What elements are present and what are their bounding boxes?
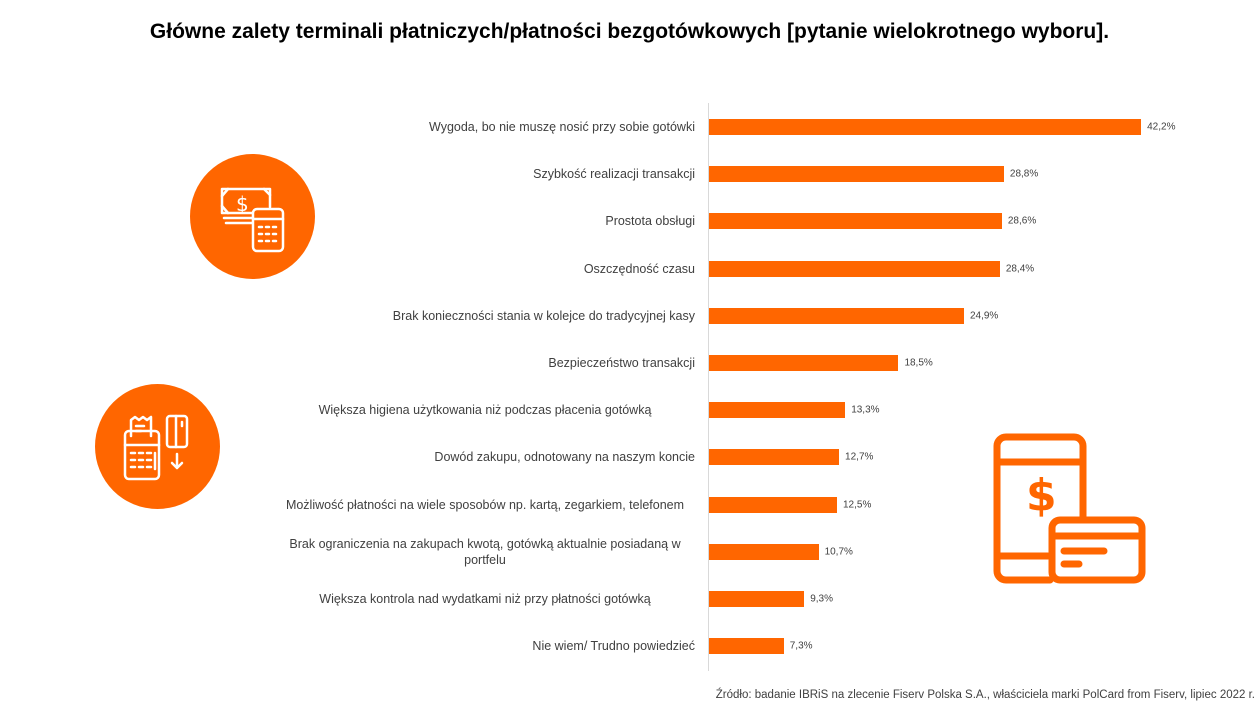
value-label: 10,7%: [824, 546, 853, 558]
category-label: Większa higiena użytkowania niż podczas …: [318, 403, 652, 418]
value-label: 24,9%: [969, 310, 999, 322]
svg-text:$: $: [1026, 470, 1057, 521]
category-label: Dowód zakupu, odnotowany na naszym konci…: [434, 450, 695, 465]
svg-text:$: $: [236, 192, 249, 216]
value-label: 18,5%: [904, 357, 933, 369]
category-label: Bezpieczeństwo transakcji: [548, 356, 695, 370]
bar: [709, 591, 805, 607]
category-label: Brak ograniczenia na zakupach kwotą, got…: [289, 536, 681, 567]
bar: [709, 213, 1002, 230]
category-label: Brak konieczności stania w kolejce do tr…: [392, 308, 695, 323]
value-label: 12,7%: [845, 451, 874, 463]
value-label: 28,4%: [1005, 263, 1035, 275]
category-label: Oszczędność czasu: [583, 261, 695, 276]
bar: [709, 496, 837, 513]
value-label: 42,2%: [1147, 121, 1176, 133]
source-note: Źródło: badanie IBRiS na zlecenie Fiserv…: [715, 689, 1255, 701]
value-label: 9,3%: [810, 593, 834, 605]
bar: [709, 355, 899, 371]
category-label: Szybkość realizacji transakcji: [533, 167, 695, 182]
value-label: 28,8%: [1009, 168, 1039, 180]
category-axis: [708, 103, 709, 671]
bar: [709, 166, 1004, 183]
phone-card-payment-icon: $: [992, 432, 1148, 586]
bar: [709, 307, 964, 324]
money-calculator-icon: $: [190, 154, 315, 279]
bar: [709, 260, 1000, 277]
category-label: Większa kontrola nad wydatkami niż przy …: [319, 592, 651, 606]
value-label: 7,3%: [789, 640, 813, 652]
category-label: Wygoda, bo nie muszę nosić przy sobie go…: [429, 120, 695, 134]
value-label: 28,6%: [1007, 215, 1037, 227]
category-label: Prostota obsługi: [605, 214, 695, 229]
bar: [709, 119, 1142, 135]
bar: [709, 449, 840, 466]
bar: [709, 638, 784, 655]
value-label: 13,3%: [851, 404, 880, 416]
category-label: Możliwość płatności na wiele sposobów np…: [285, 497, 685, 512]
category-label: Nie wiem/ Trudno powiedzieć: [532, 639, 695, 654]
chart-title: Główne zalety terminali płatniczych/płat…: [149, 20, 1110, 43]
bar: [709, 402, 846, 419]
payment-terminal-card-icon: [95, 384, 220, 509]
bar: [709, 543, 819, 560]
value-label: 12,5%: [843, 499, 872, 511]
